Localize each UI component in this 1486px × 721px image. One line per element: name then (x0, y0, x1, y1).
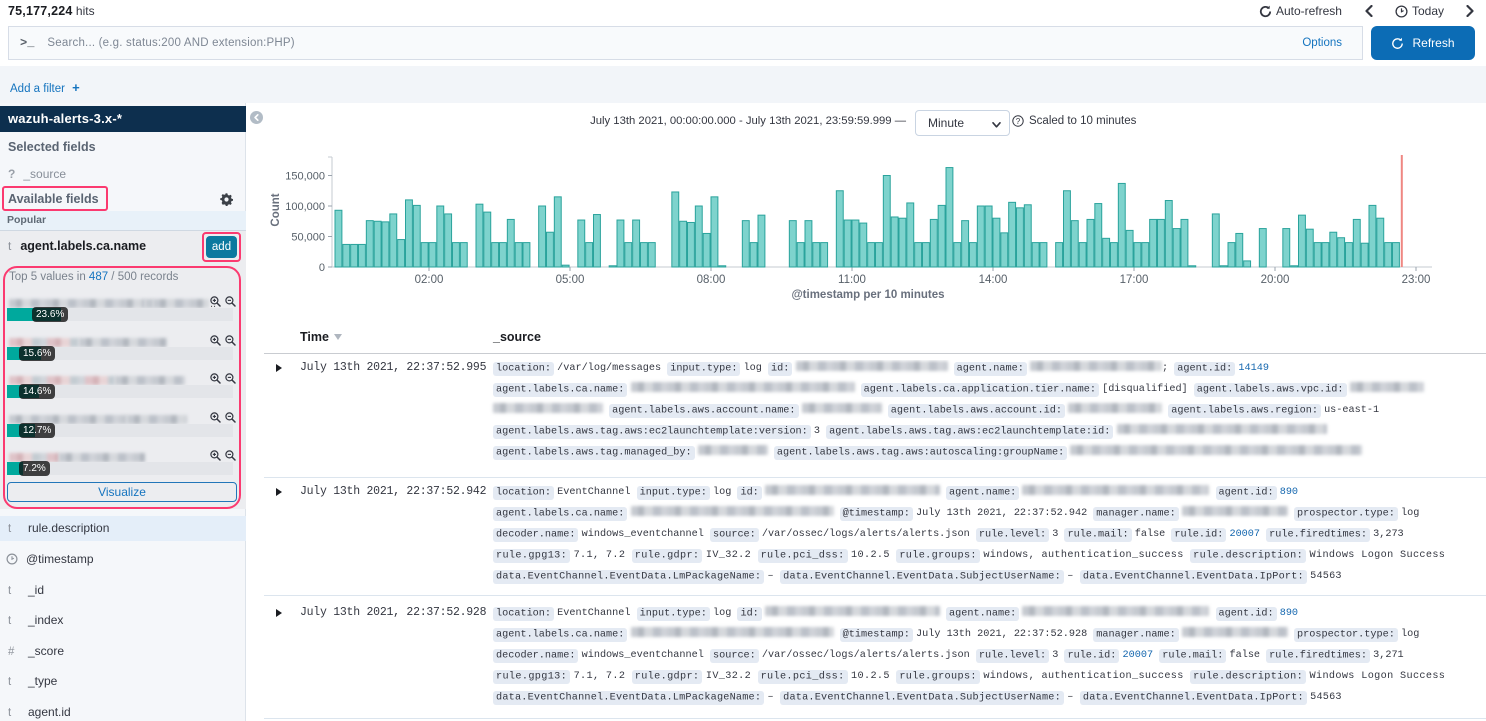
svg-text:17:00: 17:00 (1120, 274, 1149, 286)
svg-text:23:00: 23:00 (1402, 274, 1431, 286)
svg-text:?: ? (1016, 117, 1021, 126)
svg-text:Count: Count (270, 193, 282, 226)
svg-text:20:00: 20:00 (1261, 274, 1290, 286)
svg-text:11:00: 11:00 (838, 274, 866, 286)
svg-text:14:00: 14:00 (979, 274, 1008, 286)
svg-text:@timestamp per 10 minutes: @timestamp per 10 minutes (791, 289, 944, 301)
svg-text:05:00: 05:00 (556, 274, 585, 286)
svg-text:100,000: 100,000 (285, 201, 325, 213)
svg-text:08:00: 08:00 (697, 274, 726, 286)
svg-text:50,000: 50,000 (291, 232, 325, 244)
svg-text:02:00: 02:00 (415, 274, 444, 286)
svg-text:0: 0 (319, 262, 325, 274)
svg-text:150,000: 150,000 (285, 171, 325, 183)
